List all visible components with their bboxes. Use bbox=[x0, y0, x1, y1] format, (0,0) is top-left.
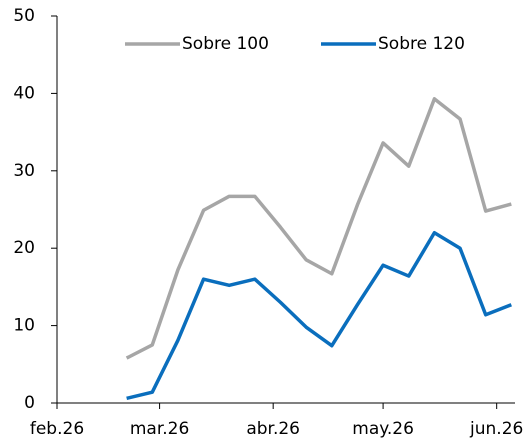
series-line bbox=[126, 230, 512, 401]
y-tick-label: 10 bbox=[13, 316, 35, 336]
x-tick-label: jun.26 bbox=[469, 419, 523, 439]
y-tick-label: 0 bbox=[24, 393, 35, 413]
x-tick-label: feb.26 bbox=[30, 419, 84, 439]
y-tick-label: 30 bbox=[13, 161, 35, 181]
legend-label: Sobre 100 bbox=[182, 34, 269, 54]
legend-label: Sobre 120 bbox=[378, 34, 465, 54]
y-tick-label: 20 bbox=[13, 238, 35, 258]
y-tick-label: 50 bbox=[13, 6, 35, 26]
series-line bbox=[125, 97, 512, 360]
x-tick-label: may.26 bbox=[352, 419, 414, 439]
x-tick-label: mar.26 bbox=[130, 419, 189, 439]
y-tick-label: 40 bbox=[13, 83, 35, 103]
x-tick-label: abr.26 bbox=[246, 419, 300, 439]
